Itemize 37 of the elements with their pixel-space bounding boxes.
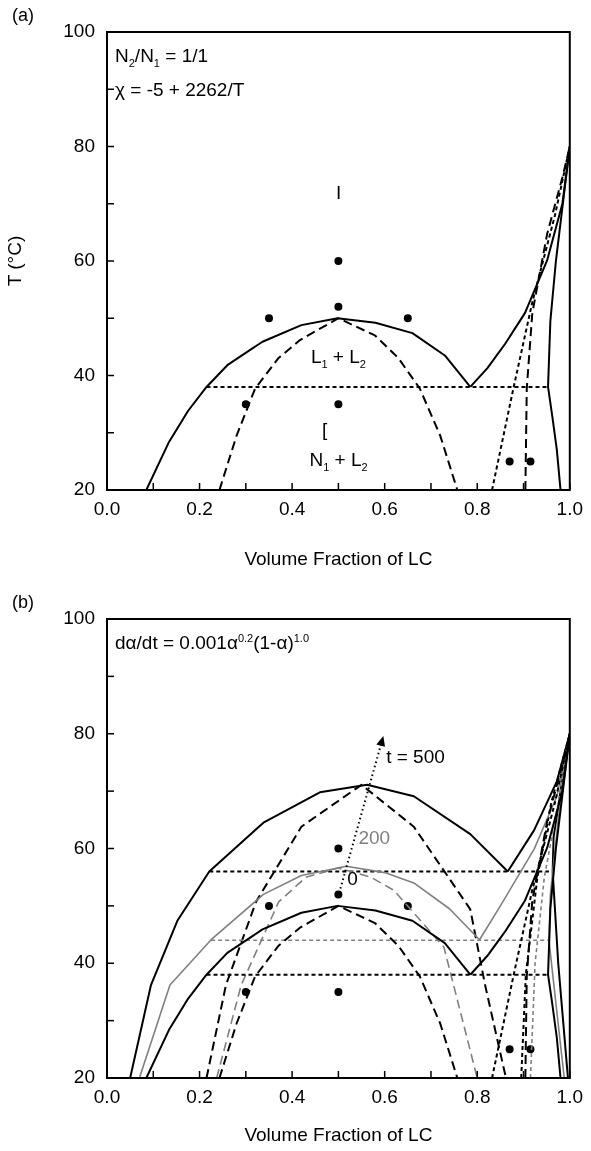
annotation: [ <box>322 419 328 441</box>
annotation: N$_{2}$/N$_{1}$ = 1/1 <box>115 45 209 69</box>
y-tick-label: 80 <box>73 134 95 156</box>
x-tick-label: 0.4 <box>278 497 306 519</box>
y-tick-label: 20 <box>73 1066 95 1088</box>
annotation: dα/dt = 0.001α$^{0.2}$(1-α)$^{1.0}$ <box>115 632 310 654</box>
y-tick-label: 60 <box>73 836 95 858</box>
annotation: L$_{1}$ + L$_{2}$ <box>310 345 366 370</box>
y-tick-label: 80 <box>73 721 95 743</box>
annotation: χ = -5 + 2262/T <box>115 79 245 100</box>
x-axis-title: Volume Fraction of LC <box>244 547 433 569</box>
x-tick-label: 0.0 <box>93 497 121 519</box>
y-tick-label: 40 <box>73 363 95 385</box>
x-tick-label: 1.0 <box>556 1085 583 1107</box>
x-tick-label: 0.0 <box>93 1085 121 1107</box>
text: (b) <box>12 592 34 612</box>
annotation: I <box>335 181 342 203</box>
y-tick-label: 40 <box>73 951 95 973</box>
x-tick-label: 0.2 <box>186 1085 213 1107</box>
y-axis-title: T (°C) <box>3 235 25 287</box>
y-tick-label: 20 <box>73 478 95 500</box>
x-tick-label: 0.4 <box>278 1085 306 1107</box>
x-tick-label: 0.8 <box>464 497 491 519</box>
x-tick-label: 0.8 <box>464 1085 491 1107</box>
x-tick-label: 0.2 <box>186 497 213 519</box>
annotation: N$_{1}$ + L$_{2}$ <box>309 448 368 473</box>
annotation: 0 <box>347 867 358 889</box>
y-tick-label: 60 <box>73 249 95 271</box>
annotation: t = 500 <box>386 746 445 768</box>
x-axis-title: Volume Fraction of LC <box>244 1123 433 1145</box>
y-tick-label: 100 <box>63 20 95 42</box>
x-tick-label: 0.6 <box>371 497 398 519</box>
x-tick-label: 0.6 <box>371 1085 398 1107</box>
x-tick-label: 1.0 <box>556 497 583 519</box>
text: (a) <box>12 5 34 25</box>
y-tick-label: 100 <box>63 607 95 629</box>
annotation: 200 <box>358 826 391 848</box>
